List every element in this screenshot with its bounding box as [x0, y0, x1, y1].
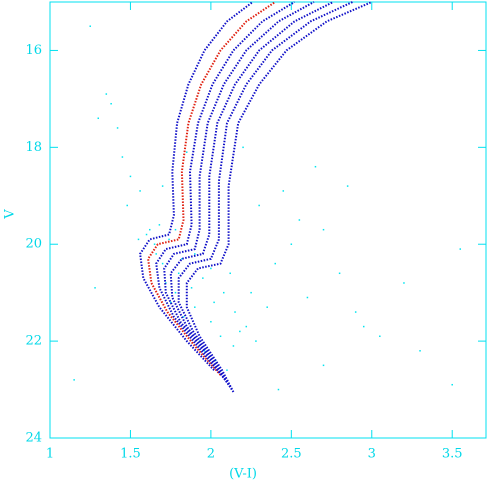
star-point: [203, 350, 206, 352]
star-point: [210, 267, 212, 270]
y-tick-label: 18: [25, 140, 42, 155]
star-point: [306, 296, 309, 299]
star-point: [232, 345, 235, 347]
star-point: [182, 316, 185, 318]
star-point: [226, 369, 228, 371]
isochrone: [163, 1, 315, 386]
star-point: [354, 311, 357, 313]
star-point: [165, 282, 167, 284]
star-point: [202, 277, 204, 279]
star-point: [229, 272, 231, 275]
star-point: [239, 330, 241, 333]
star-point: [158, 224, 161, 226]
star-point: [94, 287, 96, 289]
star-point: [116, 127, 119, 129]
star-point: [451, 383, 453, 386]
star-point: [255, 340, 257, 342]
star-point: [73, 379, 75, 381]
isochrone: [169, 1, 334, 388]
star-point: [362, 325, 365, 328]
star-point: [314, 165, 317, 168]
star-point: [139, 190, 141, 192]
star-point: [129, 175, 132, 178]
star-point: [322, 364, 325, 367]
star-point: [137, 238, 140, 241]
star-point: [105, 93, 108, 95]
star-point: [194, 306, 196, 308]
y-tick-label: 20: [25, 237, 42, 252]
star-point: [168, 238, 170, 241]
star-point: [258, 204, 260, 207]
x-tick-label: 2.5: [281, 447, 302, 462]
star-point: [169, 301, 172, 304]
star-point: [121, 156, 124, 158]
star-point: [274, 262, 276, 265]
isochrone: [177, 1, 353, 391]
isochrone: [147, 1, 276, 376]
star-point: [181, 258, 183, 260]
star-point: [419, 350, 421, 352]
star-point: [155, 253, 157, 255]
star-point: [242, 146, 244, 149]
isochrone: [139, 1, 254, 371]
x-axis-label: (V-I): [229, 467, 257, 482]
star-point: [186, 151, 188, 153]
star-point: [148, 228, 151, 231]
star-point: [403, 282, 405, 284]
star-point: [210, 320, 212, 323]
star-point: [322, 228, 325, 231]
star-point: [110, 102, 112, 105]
star-point: [194, 253, 196, 255]
star-point: [250, 291, 252, 294]
y-tick-label: 24: [25, 431, 42, 446]
star-point: [266, 306, 268, 308]
star-point: [190, 287, 193, 289]
star-point: [282, 190, 285, 192]
star-point: [213, 301, 215, 304]
star-point: [277, 388, 280, 391]
star-point: [346, 185, 349, 187]
y-axis-label: V: [3, 209, 18, 220]
y-tick-label: 16: [25, 43, 42, 58]
star-point: [338, 272, 341, 275]
star-point: [219, 335, 222, 338]
plot-frame: [49, 1, 487, 439]
star-point: [177, 272, 180, 275]
star-point: [161, 185, 164, 187]
star-point: [153, 243, 156, 245]
x-tick-label: 1: [46, 447, 54, 462]
star-point: [234, 311, 236, 313]
star-point: [174, 228, 177, 231]
star-point: [245, 325, 248, 328]
isochrone: [155, 1, 296, 381]
x-tick-label: 2: [207, 447, 215, 462]
star-point: [126, 204, 128, 207]
star-point: [290, 243, 293, 245]
star-point: [223, 291, 225, 294]
x-tick-label: 3: [368, 447, 376, 462]
star-point: [89, 25, 91, 27]
y-tick-label: 22: [25, 334, 42, 349]
star-point: [161, 262, 164, 265]
star-point: [174, 291, 177, 294]
star-point: [379, 335, 381, 338]
x-tick-label: 1.5: [120, 447, 141, 462]
star-point: [459, 248, 462, 250]
star-point: [298, 219, 301, 221]
star-point: [97, 117, 100, 120]
star-point: [145, 233, 148, 236]
x-tick-label: 3.5: [442, 447, 463, 462]
